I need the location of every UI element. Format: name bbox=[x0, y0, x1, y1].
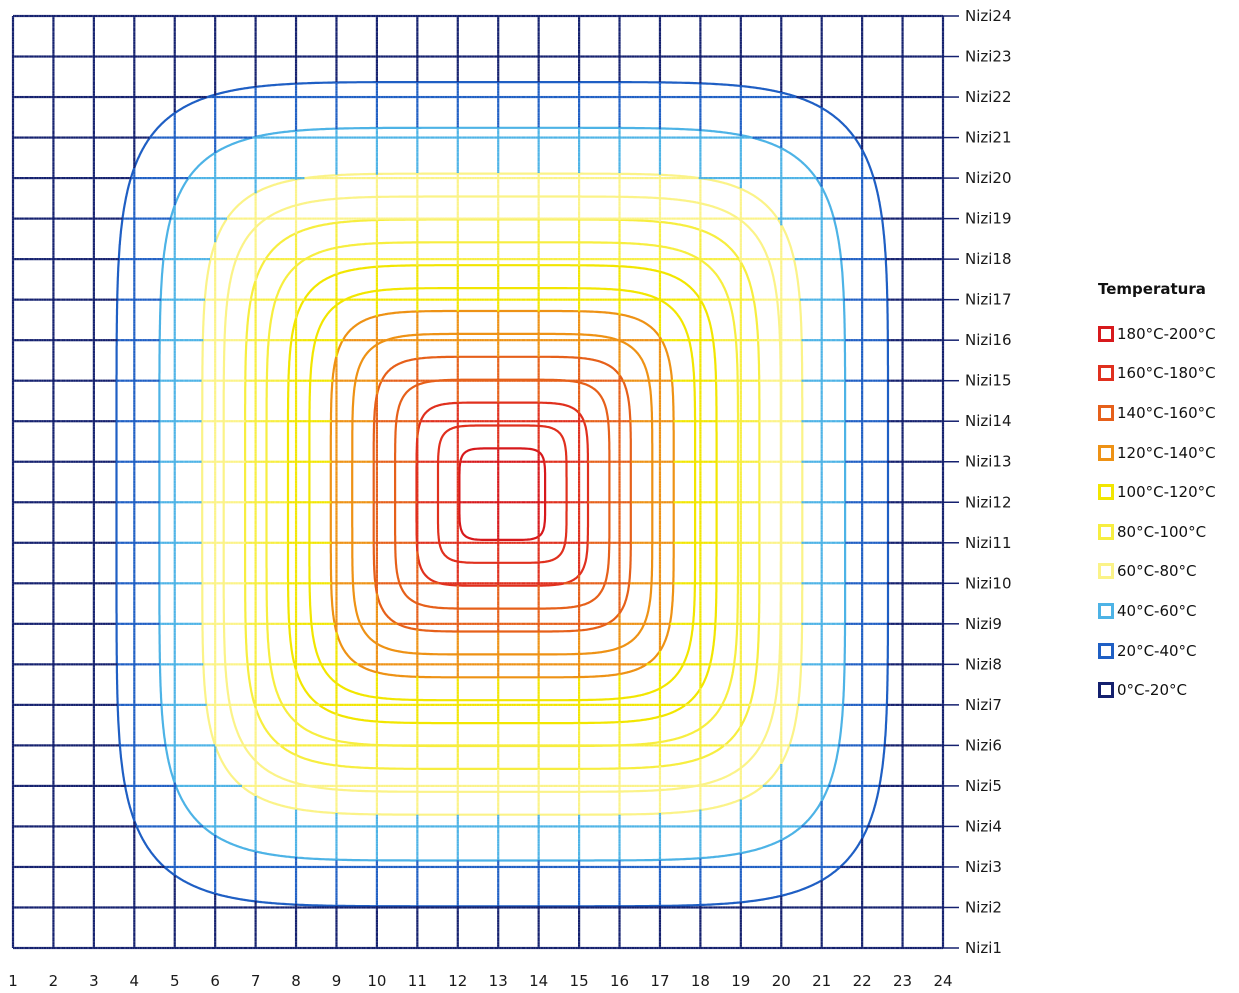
contour-line bbox=[374, 357, 631, 632]
contour-line bbox=[117, 82, 889, 906]
contour-line bbox=[395, 380, 609, 609]
contour-line bbox=[331, 311, 674, 677]
contour-line bbox=[245, 219, 759, 769]
contour-line bbox=[417, 403, 589, 586]
contour-lines bbox=[117, 82, 889, 906]
grid-lines bbox=[13, 16, 943, 948]
contour-line bbox=[309, 288, 695, 700]
contour-line bbox=[352, 334, 652, 655]
contour-line bbox=[224, 197, 781, 792]
contour-line bbox=[159, 128, 845, 861]
